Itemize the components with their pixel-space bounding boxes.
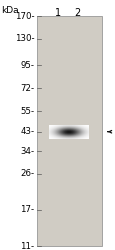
FancyBboxPatch shape [37,16,101,246]
Text: 43-: 43- [20,127,34,136]
Text: 55-: 55- [20,106,34,116]
Text: 72-: 72- [20,84,34,93]
Text: 11-: 11- [20,242,34,250]
Text: kDa: kDa [1,6,19,15]
Text: 34-: 34- [20,147,34,156]
Text: 17-: 17- [20,205,34,214]
Text: 130-: 130- [14,34,34,43]
Text: 95-: 95- [20,61,34,70]
Text: 170-: 170- [14,12,34,21]
Text: 2: 2 [74,8,80,18]
Text: 26-: 26- [20,170,34,178]
Text: 1: 1 [55,8,60,18]
